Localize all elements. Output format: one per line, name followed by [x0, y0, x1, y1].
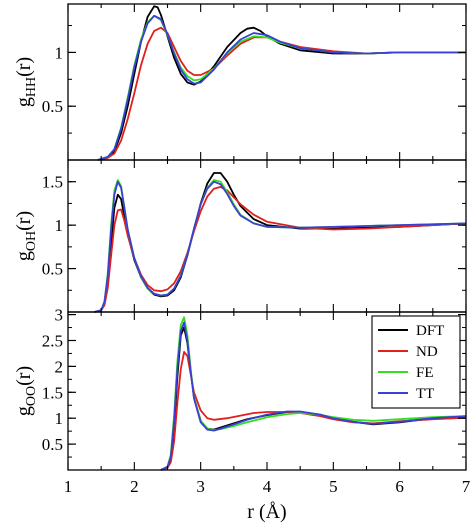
- x-tick-label: 1: [64, 477, 73, 496]
- y-tick-label: 3: [55, 306, 64, 325]
- y-axis-title-top: gHH(r): [13, 57, 39, 107]
- y-axis-title-tail: (r): [13, 211, 35, 231]
- y-tick-label: 1.5: [42, 383, 63, 402]
- x-tick-label: 4: [263, 477, 272, 496]
- y-axis-title-main: g: [13, 251, 35, 261]
- panel-bottom: 0.5 1 1.5 2 2.5 3 gOO(r) 1 2 3 4 5 6 7 r (Å) DFT ND FE TT: [13, 306, 471, 523]
- series-line-fe-middle: [94, 179, 467, 313]
- x-tick-label: 2: [130, 477, 139, 496]
- y-tick-label: 0.5: [42, 97, 63, 116]
- series-line-dft-top: [97, 5, 466, 161]
- legend-label-nd: ND: [416, 344, 438, 360]
- series-line-tt-top: [97, 14, 466, 161]
- y-tick-label: 2: [55, 357, 64, 376]
- y-axis-title-main: g: [13, 97, 35, 107]
- y-axis-title-tail: (r): [13, 366, 35, 386]
- y-axis-title-subscript: OO: [24, 386, 39, 406]
- y-tick-label: 1.5: [42, 173, 63, 192]
- y-tick-label: 0.5: [42, 435, 63, 454]
- legend-label-tt: TT: [416, 386, 434, 402]
- y-tick-label: 1: [55, 43, 64, 62]
- y-tick-label: 0.5: [42, 260, 63, 279]
- x-tick-label: 7: [462, 477, 471, 496]
- y-tick-label: 2.5: [42, 331, 63, 350]
- legend: DFT ND FE TT: [371, 315, 461, 409]
- y-axis-title-subscript: OH: [24, 231, 39, 251]
- series-line-fe-top: [97, 14, 466, 161]
- series-line-tt-middle: [94, 180, 467, 313]
- y-tick-label: 1: [55, 216, 64, 235]
- y-axis-title-main: g: [13, 406, 35, 416]
- x-tick-label: 3: [196, 477, 205, 496]
- x-tick-label: 5: [329, 477, 338, 496]
- legend-label-dft: DFT: [416, 323, 444, 339]
- y-axis-title-bottom: gOO(r): [13, 366, 39, 416]
- x-tick-label: 6: [395, 477, 404, 496]
- series-line-nd-middle: [94, 186, 467, 313]
- y-tick-label: 1: [55, 409, 64, 428]
- panel-top: 0.5 1 gHH(r): [13, 3, 467, 161]
- x-axis-title: r (Å): [247, 501, 286, 523]
- series-line-nd-top: [97, 26, 466, 161]
- series-line-tt-bottom: [160, 321, 467, 471]
- legend-label-fe: FE: [416, 365, 434, 381]
- y-axis-title-tail: (r): [13, 57, 35, 77]
- y-axis-title-middle: gOH(r): [13, 211, 39, 261]
- panel-frame-top: [67, 3, 467, 161]
- y-axis-title-subscript: HH: [24, 77, 39, 97]
